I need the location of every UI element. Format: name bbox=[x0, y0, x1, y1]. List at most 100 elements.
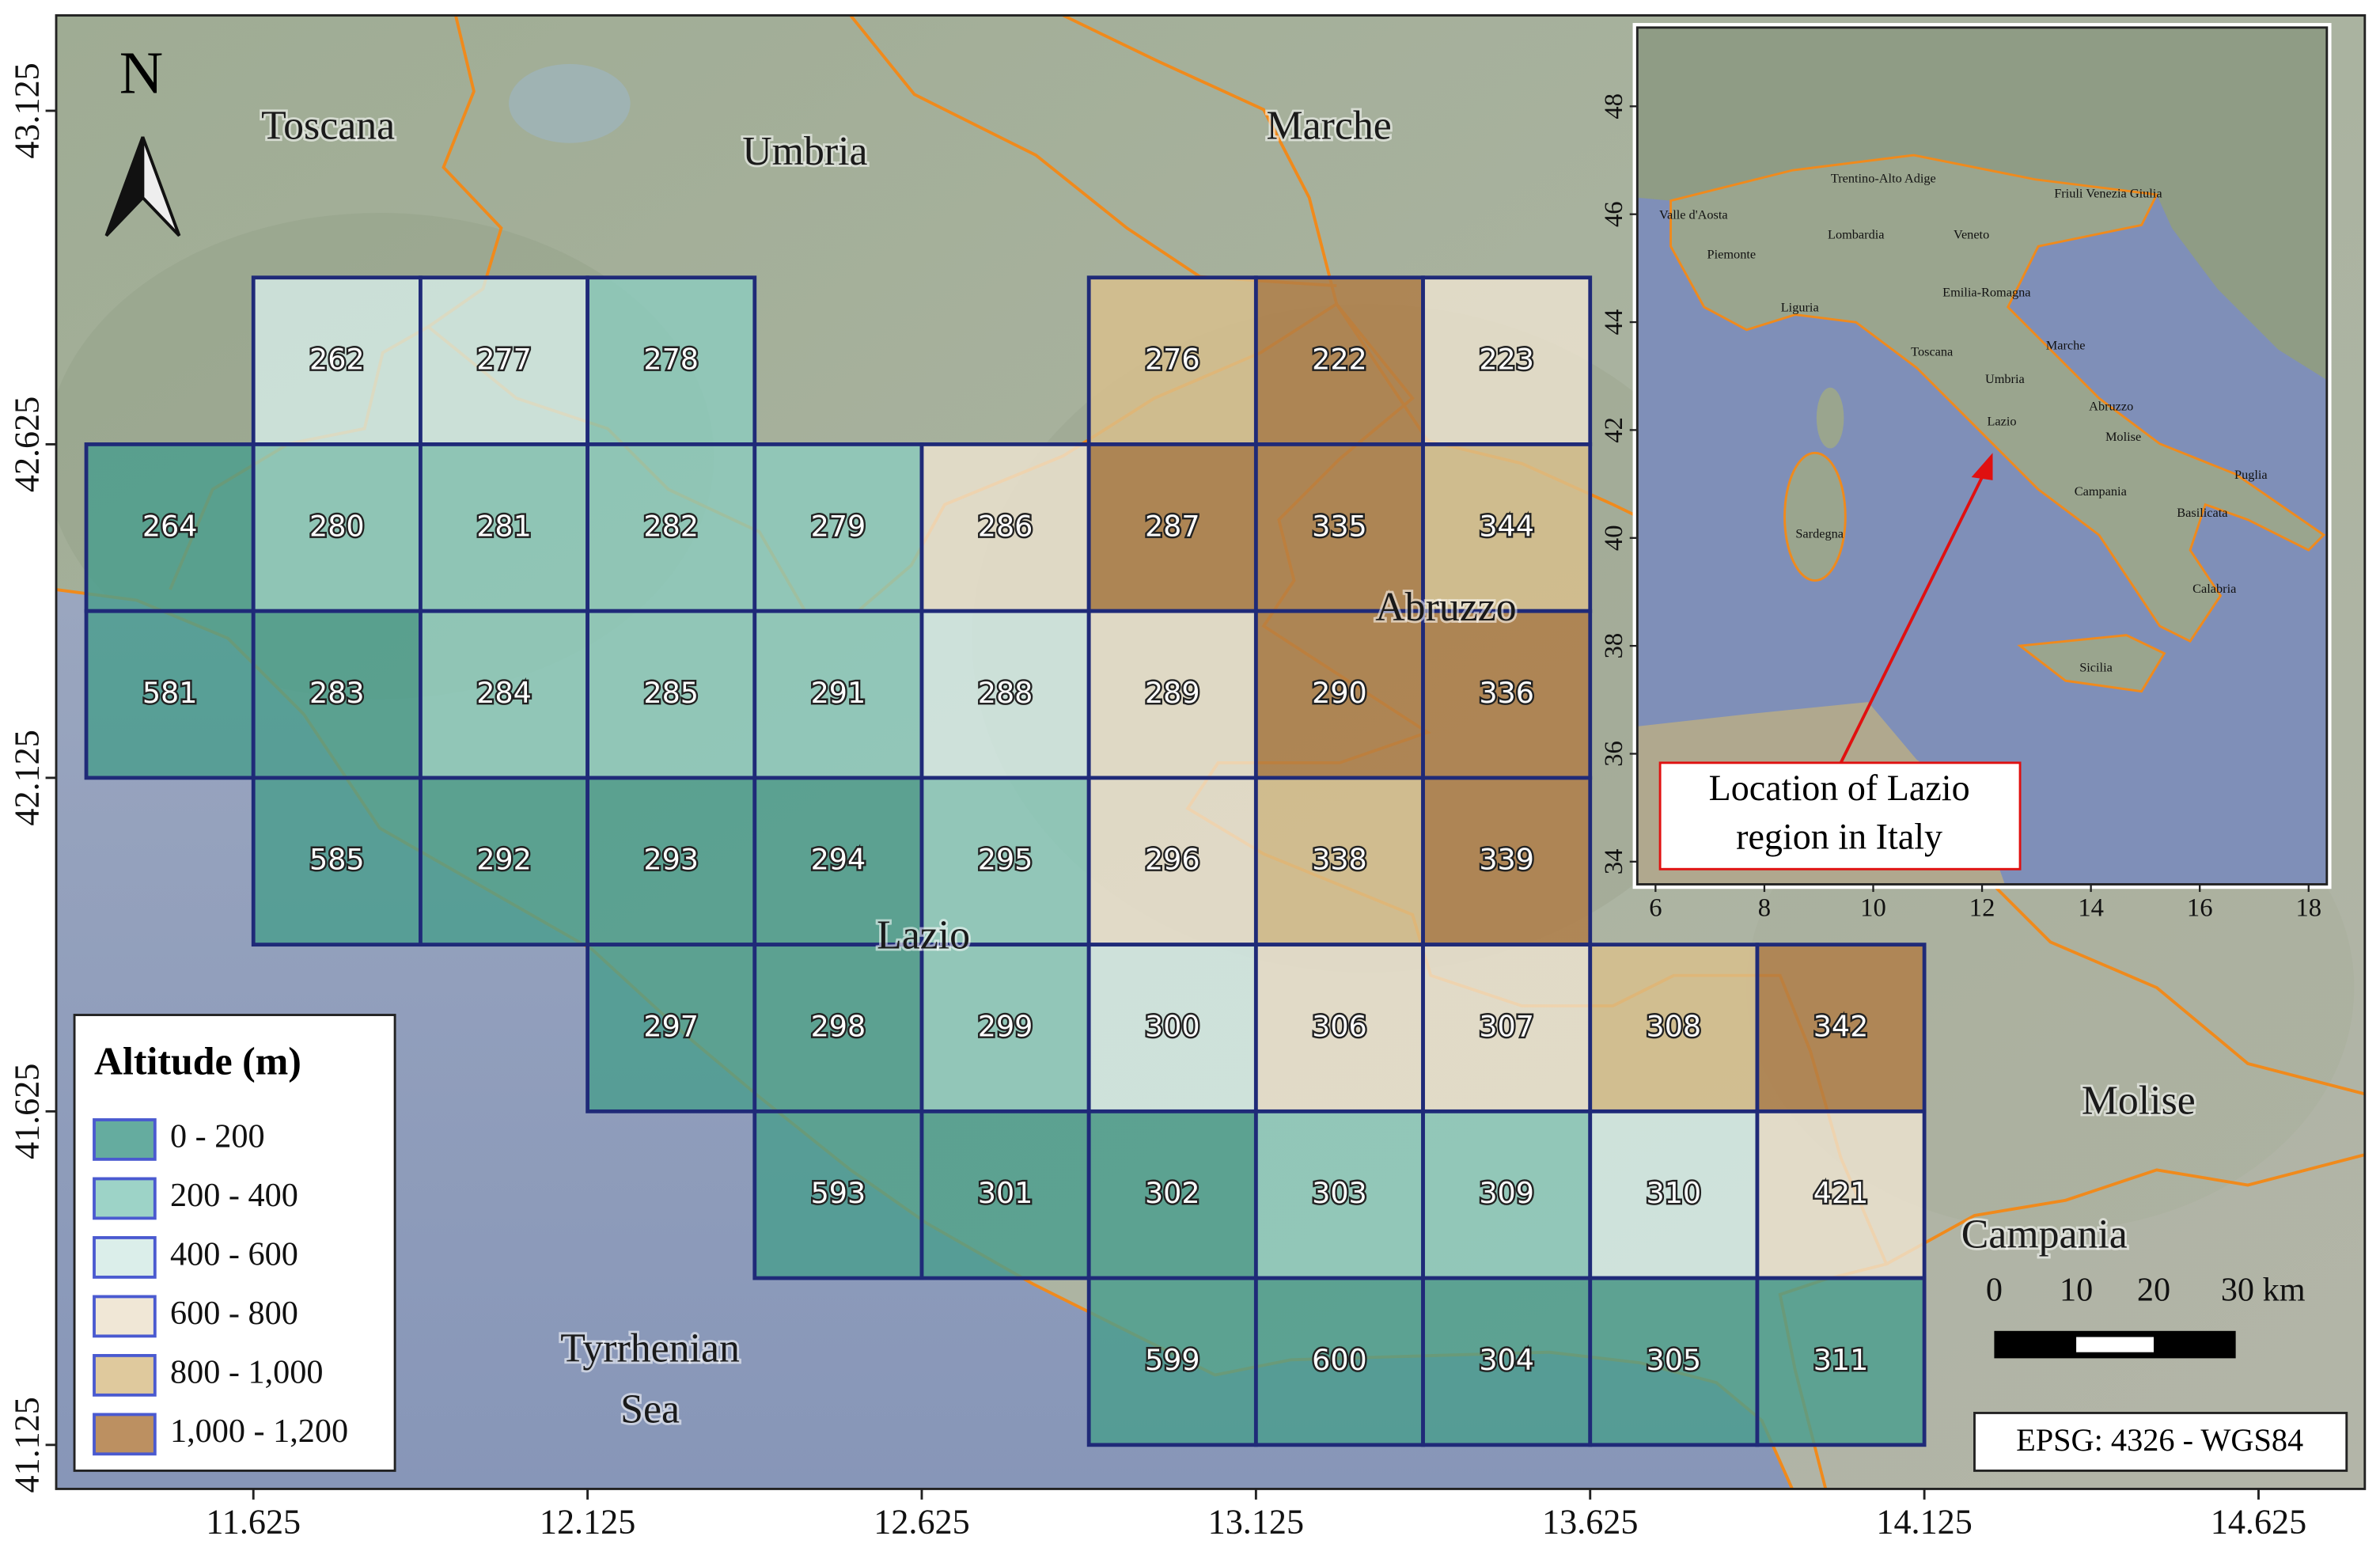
cell-id: 306 bbox=[1312, 1009, 1367, 1043]
inset-label: Puglia bbox=[2234, 467, 2268, 482]
inset-label: Liguria bbox=[1781, 300, 1820, 315]
scale-segment bbox=[2076, 1337, 2154, 1352]
cell-id: 285 bbox=[643, 676, 699, 710]
cell-id: 581 bbox=[142, 676, 198, 710]
grid-cell bbox=[1755, 1109, 1927, 1280]
cell-id: 294 bbox=[811, 843, 866, 877]
cell-id: 286 bbox=[978, 509, 1033, 543]
legend-label: 400 - 600 bbox=[170, 1236, 298, 1273]
legend-swatch bbox=[93, 1413, 157, 1456]
legend-label: 200 - 400 bbox=[170, 1177, 298, 1214]
inset-label: Umbria bbox=[1985, 371, 2026, 386]
legend-items: 0 - 200 200 - 400 400 - 600 600 - 800 800 - … bbox=[93, 1118, 348, 1456]
legend-label: 800 - 1,000 bbox=[170, 1354, 324, 1391]
inset-label: Lazio bbox=[1987, 414, 2016, 429]
cell-id: 287 bbox=[1145, 509, 1200, 543]
inset-x-tick-label: 12 bbox=[1969, 894, 1995, 923]
cell-id: 283 bbox=[309, 676, 365, 710]
crs-box: EPSG: 4326 - WGS84 bbox=[1973, 1412, 2348, 1472]
inset-x-tick-label: 8 bbox=[1758, 894, 1771, 923]
inset-y-tick-label: 36 bbox=[1600, 741, 1628, 767]
grid-cell bbox=[1253, 1109, 1425, 1280]
x-tick-label: 12.125 bbox=[540, 1503, 635, 1542]
cell-id: 277 bbox=[476, 343, 532, 377]
inset-labels: Valle d'Aosta Trentino-Alto Adige Friuli… bbox=[1659, 171, 2268, 675]
legend-swatch bbox=[93, 1236, 157, 1279]
cell-id: 289 bbox=[1145, 676, 1200, 710]
region-label: Molise bbox=[2082, 1079, 2196, 1124]
grid-cell bbox=[586, 609, 757, 780]
cell-id: 339 bbox=[1479, 843, 1534, 877]
inset-europe bbox=[1637, 27, 2327, 381]
legend-swatch bbox=[93, 1353, 157, 1397]
callout-arrowhead bbox=[1971, 453, 1993, 480]
y-tick-label: 42.625 bbox=[8, 396, 47, 492]
grid-cell bbox=[251, 609, 423, 780]
grid-cell bbox=[1421, 943, 1593, 1113]
x-tick-label: 14.625 bbox=[2211, 1503, 2306, 1542]
cell-id: 307 bbox=[1479, 1009, 1534, 1043]
grid-cell bbox=[1253, 776, 1425, 947]
inset-label: Lombardia bbox=[1828, 227, 1885, 242]
grid-cell bbox=[1588, 1109, 1760, 1280]
crs-label: EPSG: 4326 - WGS84 bbox=[2016, 1422, 2303, 1458]
x-tick-label: 12.625 bbox=[874, 1503, 969, 1542]
cell-id: 305 bbox=[1647, 1343, 1702, 1377]
y-tick-label: 41.125 bbox=[8, 1397, 47, 1493]
north-label: N bbox=[119, 40, 163, 107]
cell-id: 280 bbox=[309, 509, 365, 543]
inset-y-tick-label: 42 bbox=[1600, 417, 1628, 443]
cell-id: 222 bbox=[1312, 343, 1367, 377]
inset-x-tick-label: 18 bbox=[2295, 894, 2321, 923]
legend-swatch bbox=[93, 1177, 157, 1220]
cell-id: 338 bbox=[1312, 843, 1367, 877]
cell-id: 303 bbox=[1312, 1176, 1367, 1210]
grid-cell bbox=[1421, 776, 1593, 947]
cell-id: 292 bbox=[476, 843, 532, 877]
cell-id: 288 bbox=[978, 676, 1033, 710]
cell-id: 279 bbox=[811, 509, 866, 543]
grid-cell bbox=[919, 943, 1091, 1113]
grid-cell bbox=[919, 1109, 1091, 1280]
grid-cell bbox=[1421, 275, 1593, 446]
inset-label: Sardegna bbox=[1795, 526, 1844, 541]
grid-cell bbox=[251, 776, 423, 947]
cell-id: 342 bbox=[1813, 1009, 1869, 1043]
inset-label: Marche bbox=[2046, 338, 2086, 353]
grid-cell bbox=[1421, 1276, 1593, 1447]
map-axes: 11.625 12.125 12.625 13.125 13.625 14.125 14.6… bbox=[8, 63, 2307, 1541]
inset-label: Toscana bbox=[1911, 343, 1954, 358]
grid-cells: 262 277 278 276 222 223 264 280 281 282 279 286 287 3… bbox=[84, 275, 1927, 1447]
inset-y-tick-label: 44 bbox=[1600, 309, 1628, 336]
arrow-right bbox=[141, 136, 181, 237]
inset-label: Campania bbox=[2075, 484, 2128, 499]
grid-cell bbox=[752, 776, 924, 947]
inset-ticks: 6 8 10 12 14 16 18 34 36 38 40 42 44 46 48 bbox=[1600, 93, 2321, 923]
callout-text: Location of Lazio bbox=[1709, 768, 1970, 808]
inset-italy bbox=[1669, 154, 2326, 643]
sea-label: Tyrrhenian bbox=[560, 1326, 740, 1371]
cell-id: 336 bbox=[1479, 676, 1534, 710]
cell-id: 344 bbox=[1479, 509, 1534, 543]
cell-id: 297 bbox=[643, 1009, 699, 1043]
cell-id: 295 bbox=[978, 843, 1033, 877]
inset-y-tick-label: 34 bbox=[1600, 849, 1628, 875]
inset-y-tick-label: 48 bbox=[1600, 93, 1628, 119]
inset-x-tick-label: 16 bbox=[2187, 894, 2213, 923]
inset-label: Sicilia bbox=[2079, 660, 2113, 675]
grid-cell bbox=[419, 776, 590, 947]
cell-id: 593 bbox=[811, 1176, 866, 1210]
grid-cell bbox=[1253, 1276, 1425, 1447]
grid-cell bbox=[919, 776, 1091, 947]
grid-cell bbox=[1755, 1276, 1927, 1447]
cell-id: 284 bbox=[476, 676, 532, 710]
inset-y-tick-label: 46 bbox=[1600, 201, 1628, 227]
scale-label: 10 bbox=[2060, 1272, 2093, 1309]
lake bbox=[509, 63, 631, 143]
x-tick-label: 13.125 bbox=[1208, 1503, 1304, 1542]
cell-id: 264 bbox=[142, 509, 198, 543]
cell-id: 308 bbox=[1647, 1009, 1702, 1043]
cell-id: 335 bbox=[1312, 509, 1367, 543]
grid-cell bbox=[1086, 776, 1258, 947]
